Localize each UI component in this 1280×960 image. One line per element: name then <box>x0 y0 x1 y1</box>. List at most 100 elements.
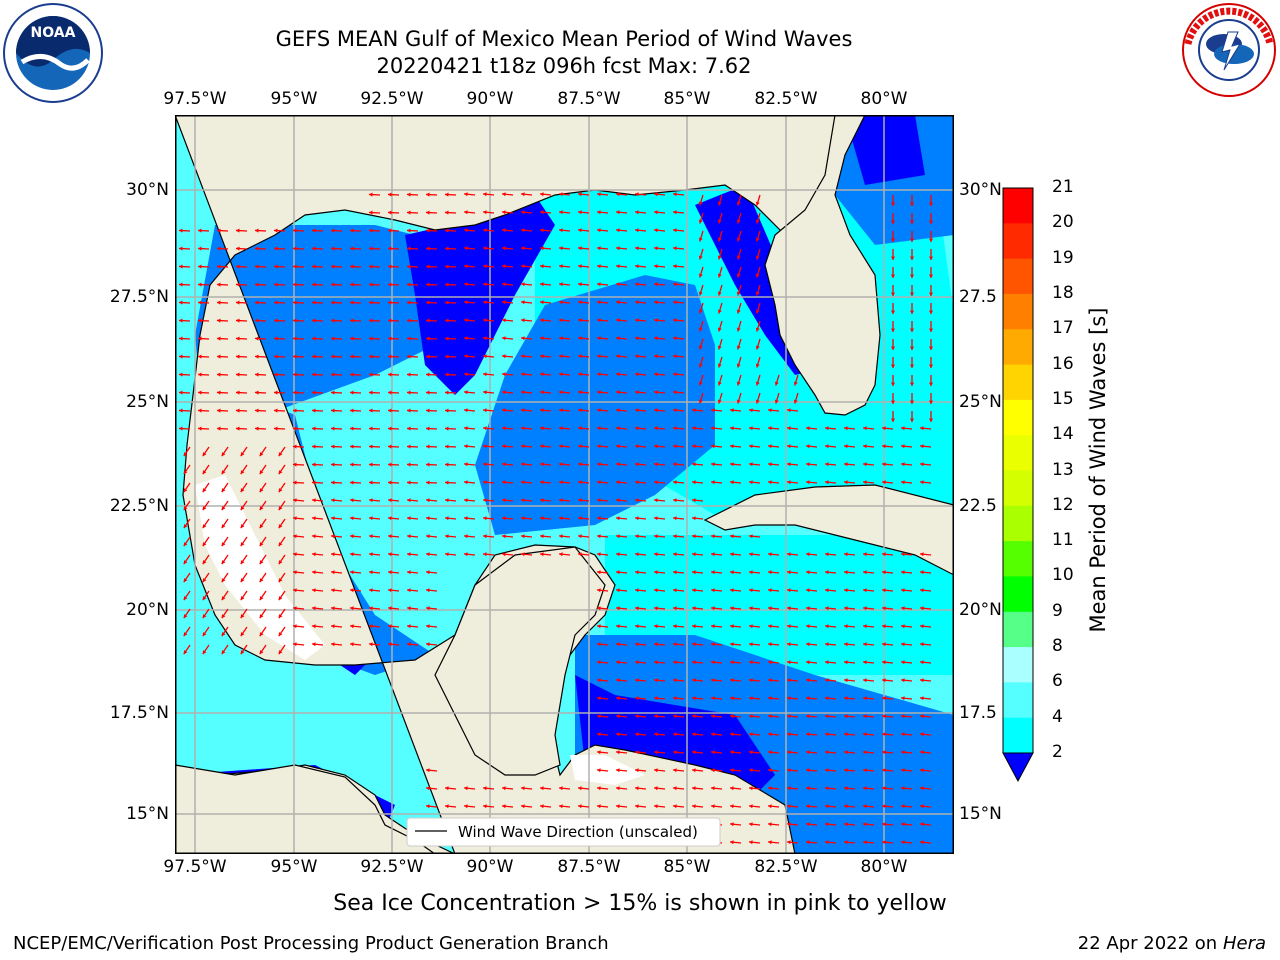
wave-arrow-head <box>407 534 411 539</box>
wave-arrow-head <box>259 470 264 475</box>
wave-arrow-head <box>654 696 658 701</box>
wave-arrow-head <box>692 804 696 809</box>
wave-arrow-head <box>331 372 335 377</box>
wave-arrow-head <box>183 488 188 493</box>
wave-arrow-head <box>426 228 430 233</box>
wave-arrow-head <box>445 516 449 521</box>
wave-arrow-head <box>597 570 601 575</box>
wave-arrow-head <box>654 588 658 593</box>
wave-arrow-head <box>673 642 677 647</box>
wave-arrow-head <box>673 696 677 701</box>
wave-arrow-head <box>388 192 392 197</box>
wave-arrow-head <box>559 390 563 395</box>
wave-arrow-head <box>635 426 639 431</box>
wave-arrow-head <box>559 534 563 539</box>
wave-arrow-head <box>711 588 715 593</box>
wave-arrow-head <box>293 282 297 287</box>
wave-arrow-head <box>293 516 297 521</box>
wave-arrow-head <box>293 444 297 449</box>
wave-arrow-head <box>259 560 264 565</box>
wave-arrow-head <box>673 732 677 737</box>
wave-arrow-head <box>388 282 392 287</box>
svg-text:NOAA: NOAA <box>31 25 76 41</box>
wave-arrow-head <box>616 642 620 647</box>
wave-arrow-head <box>464 390 468 395</box>
wave-arrow-head <box>928 400 934 404</box>
wave-arrow-head <box>278 470 283 475</box>
wave-arrow-head <box>464 498 468 503</box>
wave-arrow-head <box>388 408 392 413</box>
wave-arrow-head <box>426 426 430 431</box>
wave-arrow-head <box>806 444 810 449</box>
wave-arrow-head <box>730 822 734 827</box>
wave-arrow-head <box>673 444 677 449</box>
wave-arrow-head <box>274 246 278 251</box>
wave-arrow-head <box>711 732 715 737</box>
wave-arrow-head <box>388 552 392 557</box>
wave-arrow-head <box>274 318 278 323</box>
wave-arrow-head <box>711 552 715 557</box>
wave-arrow-head <box>749 462 753 467</box>
wave-arrow-head <box>559 192 563 197</box>
title-line-2: 20220421 t18z 096h fcst Max: 7.62 <box>376 54 752 78</box>
wave-arrow-head <box>464 516 468 521</box>
wave-arrow-head <box>240 506 245 511</box>
wave-arrow-head <box>616 390 620 395</box>
wave-arrow-head <box>654 426 658 431</box>
wave-arrow-head <box>635 210 639 215</box>
wave-arrow-head <box>369 354 373 359</box>
wave-arrow-head <box>920 552 924 557</box>
wave-arrow-head <box>920 714 924 719</box>
wave-arrow-head <box>521 390 525 395</box>
wave-arrow-head <box>806 822 810 827</box>
wave-arrow-head <box>274 336 278 341</box>
wave-arrow-head <box>426 516 430 521</box>
colorbar-label: 17 <box>1052 318 1074 339</box>
wave-arrow-head <box>312 354 316 359</box>
wave-arrow-head <box>198 282 202 287</box>
wave-arrow-head <box>920 786 924 791</box>
wave-arrow-head <box>179 372 183 377</box>
wave-arrow-head <box>749 822 753 827</box>
wave-arrow-head <box>749 534 753 539</box>
wave-arrow-head <box>768 606 772 611</box>
wave-arrow-head <box>198 390 202 395</box>
wave-arrow-head <box>787 750 791 755</box>
wave-arrow-head <box>920 822 924 827</box>
colorbar-segment <box>1003 399 1033 436</box>
wave-arrow-head <box>502 498 506 503</box>
wave-arrow-head <box>221 506 226 511</box>
wave-arrow-head <box>654 408 658 413</box>
wave-arrow-head <box>692 570 696 575</box>
wave-arrow-head <box>221 542 226 547</box>
wave-arrow-head <box>388 228 392 233</box>
wave-arrow-head <box>768 732 772 737</box>
wave-arrow-head <box>787 714 791 719</box>
wave-arrow-head <box>920 732 924 737</box>
wave-arrow-head <box>749 750 753 755</box>
wave-arrow-head <box>654 732 658 737</box>
wave-arrow-head <box>183 524 188 529</box>
wave-arrow-head <box>635 228 639 233</box>
wave-arrow-head <box>920 660 924 665</box>
wave-arrow-head <box>179 408 183 413</box>
wave-arrow-head <box>635 570 639 575</box>
wave-arrow-head <box>183 596 188 601</box>
nws-logo <box>1182 3 1276 97</box>
wave-arrow-head <box>217 246 221 251</box>
wave-arrow-head <box>293 642 297 647</box>
wave-arrow-head <box>464 210 468 215</box>
wave-arrow-head <box>274 354 278 359</box>
wave-arrow-head <box>597 336 601 341</box>
wave-arrow-head <box>882 624 886 629</box>
wave-arrow-head <box>711 480 715 485</box>
wave-arrow-head <box>825 480 829 485</box>
wave-arrow-head <box>350 480 354 485</box>
wave-arrow-head <box>928 364 934 368</box>
wave-arrow-head <box>882 678 886 683</box>
wave-arrow-head <box>217 372 221 377</box>
wave-arrow-head <box>787 552 791 557</box>
wave-arrow-head <box>350 516 354 521</box>
wave-arrow-head <box>825 768 829 773</box>
wave-arrow-head <box>654 516 658 521</box>
